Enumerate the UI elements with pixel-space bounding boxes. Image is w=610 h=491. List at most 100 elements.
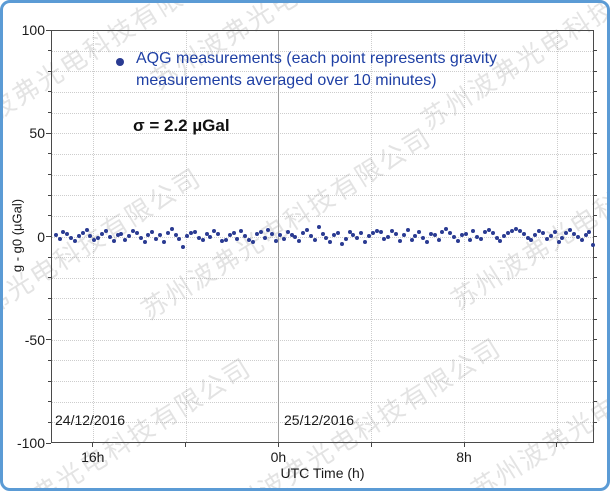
y-minor-tick-right <box>594 380 597 382</box>
y-minor-tick-left <box>48 421 51 423</box>
y-minor-tick-left <box>48 215 51 217</box>
data-point <box>320 232 325 237</box>
data-point <box>417 229 422 234</box>
gridline-horizontal <box>52 257 593 259</box>
data-point <box>366 233 371 238</box>
data-point <box>471 228 476 233</box>
gridline-horizontal <box>52 319 593 321</box>
y-minor-tick-right <box>594 215 597 217</box>
data-point <box>308 234 313 239</box>
data-point <box>100 231 105 236</box>
data-point <box>69 235 74 240</box>
y-axis-label: g - g0 (µGal) <box>9 198 25 273</box>
gridline-horizontal <box>52 298 593 300</box>
gridline-horizontal <box>52 381 593 383</box>
data-point <box>177 237 182 242</box>
data-point <box>297 238 302 243</box>
data-point <box>227 232 232 237</box>
y-minor-tick-right <box>594 112 597 114</box>
gridline-horizontal <box>52 277 593 279</box>
data-point <box>510 228 515 233</box>
data-point <box>378 230 383 235</box>
y-minor-tick-right <box>594 70 597 72</box>
gridline-vertical <box>464 31 466 442</box>
gridline-vertical <box>92 31 94 442</box>
y-major-tick <box>46 442 51 444</box>
data-point <box>386 234 391 239</box>
data-point <box>216 231 221 236</box>
date-label-day2: 25/12/2016 <box>284 412 355 428</box>
data-point <box>181 244 186 249</box>
data-point <box>556 240 561 245</box>
data-point <box>146 232 151 237</box>
data-point <box>583 232 588 237</box>
data-point <box>436 238 441 243</box>
y-minor-tick-right <box>594 277 597 279</box>
y-minor-tick-left <box>48 359 51 361</box>
data-point <box>72 239 77 244</box>
data-point <box>208 234 213 239</box>
legend: AQG measurements (each point represents … <box>115 48 497 92</box>
data-point <box>332 233 337 238</box>
y-minor-tick-right <box>594 256 597 258</box>
gridline-horizontal <box>52 401 593 403</box>
y-major-tick <box>46 132 51 134</box>
gridline-horizontal <box>52 91 593 93</box>
date-label-day1: 24/12/2016 <box>55 412 126 428</box>
y-minor-tick-left <box>48 91 51 93</box>
data-point <box>525 235 530 240</box>
watermark-text: 苏州波弗光电科技有限公司 <box>136 122 438 327</box>
data-point <box>65 232 70 237</box>
data-point <box>405 228 410 233</box>
data-point <box>92 238 97 243</box>
data-point <box>579 238 584 242</box>
data-point <box>250 240 255 245</box>
y-minor-tick-right <box>594 401 597 403</box>
data-point <box>131 228 135 233</box>
data-point <box>103 229 108 234</box>
data-point <box>444 227 449 232</box>
y-minor-tick-right <box>594 297 597 299</box>
y-minor-tick-left <box>48 153 51 155</box>
data-point <box>351 232 356 237</box>
y-minor-tick-left <box>48 112 51 114</box>
data-point <box>587 229 592 234</box>
data-point <box>494 235 499 240</box>
data-point <box>513 226 518 231</box>
y-minor-tick-right <box>594 91 597 93</box>
y-minor-tick-right <box>594 339 597 341</box>
y-minor-tick-left <box>48 256 51 258</box>
legend-line1: AQG measurements (each point represents … <box>136 50 498 67</box>
y-minor-tick-right <box>594 318 597 320</box>
y-major-tick <box>46 236 51 237</box>
data-point <box>424 239 429 244</box>
watermark-text: 苏州波弗光电科技有限公司 <box>446 112 610 317</box>
gridline-horizontal <box>52 112 593 114</box>
data-point <box>134 231 139 236</box>
gridline-horizontal <box>52 360 593 362</box>
y-tick-label: -50 <box>24 331 45 348</box>
data-point <box>394 232 399 237</box>
data-point <box>53 232 58 237</box>
data-point <box>196 236 201 241</box>
data-point <box>328 239 333 244</box>
data-point <box>158 233 163 238</box>
y-tick-label: -100 <box>16 435 45 451</box>
gridline-horizontal <box>52 50 593 52</box>
data-point <box>262 235 267 240</box>
data-point <box>285 229 290 234</box>
data-point <box>274 239 279 244</box>
y-major-tick <box>46 29 51 31</box>
data-point <box>278 233 282 238</box>
data-point <box>200 238 205 243</box>
y-tick-label: 50 <box>29 125 45 142</box>
y-minor-tick-right <box>594 50 597 52</box>
y-minor-tick-left <box>48 50 51 52</box>
x-axis-label: UTC Time (h) <box>280 465 365 481</box>
data-point <box>239 228 244 233</box>
data-point <box>370 231 375 236</box>
data-point <box>185 233 190 238</box>
data-point <box>235 236 240 241</box>
data-point <box>61 229 66 234</box>
data-point <box>537 228 542 233</box>
